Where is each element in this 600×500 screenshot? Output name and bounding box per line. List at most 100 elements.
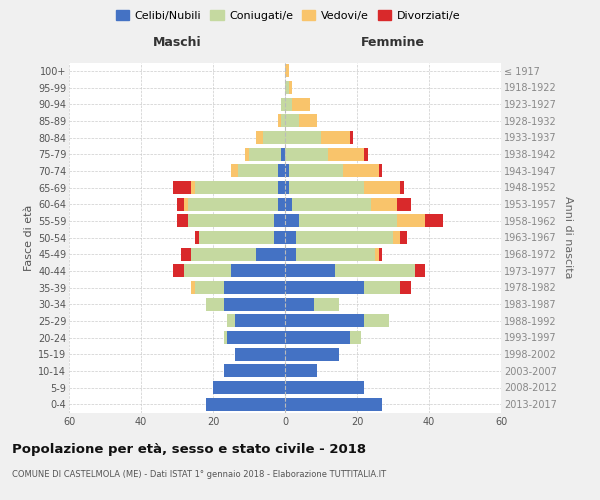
Bar xyxy=(281,114,285,128)
Bar xyxy=(393,231,400,244)
Bar xyxy=(285,164,289,177)
Bar xyxy=(195,231,199,244)
Bar xyxy=(328,148,364,160)
Bar xyxy=(281,98,285,110)
Bar xyxy=(184,198,188,210)
Bar xyxy=(375,248,379,260)
Text: COMUNE DI CASTELMOLA (ME) - Dati ISTAT 1° gennaio 2018 - Elaborazione TUTTITALIA: COMUNE DI CASTELMOLA (ME) - Dati ISTAT 1… xyxy=(12,470,386,479)
Bar xyxy=(314,298,339,310)
Bar xyxy=(184,264,231,278)
Bar xyxy=(285,314,364,328)
Bar xyxy=(364,181,400,194)
Bar xyxy=(213,381,285,394)
Bar xyxy=(224,364,285,378)
Bar xyxy=(285,348,339,360)
Bar xyxy=(285,281,364,294)
Bar xyxy=(206,398,285,410)
Bar xyxy=(400,281,411,294)
Bar xyxy=(278,198,285,210)
Bar xyxy=(173,181,191,194)
Bar xyxy=(285,131,321,144)
Y-axis label: Fasce di età: Fasce di età xyxy=(23,204,34,270)
Bar xyxy=(199,231,274,244)
Bar xyxy=(285,81,289,94)
Bar xyxy=(256,248,285,260)
Bar xyxy=(227,314,235,328)
Bar xyxy=(274,214,285,228)
Bar xyxy=(231,164,238,177)
Bar xyxy=(195,281,224,294)
Bar xyxy=(296,231,393,244)
Bar xyxy=(281,148,285,160)
Bar xyxy=(224,281,285,294)
Bar xyxy=(379,248,382,260)
Bar xyxy=(285,181,289,194)
Bar xyxy=(299,114,317,128)
Bar xyxy=(263,131,285,144)
Bar xyxy=(224,331,227,344)
Bar xyxy=(299,214,397,228)
Bar xyxy=(285,148,328,160)
Bar xyxy=(191,181,195,194)
Bar xyxy=(397,214,425,228)
Bar xyxy=(173,264,184,278)
Bar xyxy=(188,198,278,210)
Bar xyxy=(195,181,278,194)
Bar xyxy=(235,314,285,328)
Bar xyxy=(285,98,292,110)
Bar xyxy=(278,181,285,194)
Bar xyxy=(400,231,407,244)
Bar xyxy=(371,198,397,210)
Bar xyxy=(224,298,285,310)
Bar xyxy=(285,331,350,344)
Text: Maschi: Maschi xyxy=(152,36,202,49)
Bar xyxy=(379,164,382,177)
Bar xyxy=(285,64,289,78)
Bar xyxy=(177,198,184,210)
Bar xyxy=(285,364,317,378)
Bar xyxy=(188,214,274,228)
Bar xyxy=(321,131,350,144)
Bar xyxy=(278,164,285,177)
Bar xyxy=(292,198,371,210)
Bar xyxy=(364,314,389,328)
Bar xyxy=(285,264,335,278)
Bar xyxy=(231,264,285,278)
Bar xyxy=(285,214,299,228)
Bar xyxy=(364,281,400,294)
Bar xyxy=(343,164,379,177)
Bar xyxy=(415,264,425,278)
Bar xyxy=(235,348,285,360)
Bar xyxy=(227,331,285,344)
Bar xyxy=(289,164,343,177)
Bar xyxy=(274,231,285,244)
Bar xyxy=(285,381,364,394)
Bar xyxy=(425,214,443,228)
Bar xyxy=(289,81,292,94)
Bar xyxy=(206,298,224,310)
Bar xyxy=(285,248,296,260)
Bar xyxy=(256,131,263,144)
Bar xyxy=(191,281,195,294)
Text: Popolazione per età, sesso e stato civile - 2018: Popolazione per età, sesso e stato civil… xyxy=(12,442,366,456)
Bar xyxy=(245,148,249,160)
Bar xyxy=(296,248,375,260)
Bar xyxy=(278,114,281,128)
Bar xyxy=(285,398,382,410)
Bar xyxy=(335,264,415,278)
Bar xyxy=(177,214,188,228)
Y-axis label: Anni di nascita: Anni di nascita xyxy=(563,196,574,278)
Bar xyxy=(397,198,411,210)
Bar xyxy=(285,298,314,310)
Bar xyxy=(400,181,404,194)
Bar xyxy=(364,148,368,160)
Bar xyxy=(292,98,310,110)
Text: Femmine: Femmine xyxy=(361,36,425,49)
Bar xyxy=(285,114,299,128)
Bar xyxy=(350,131,353,144)
Bar xyxy=(285,231,296,244)
Bar xyxy=(285,198,292,210)
Legend: Celibi/Nubili, Coniugati/e, Vedovi/e, Divorziati/e: Celibi/Nubili, Coniugati/e, Vedovi/e, Di… xyxy=(113,8,463,24)
Bar xyxy=(289,181,364,194)
Bar xyxy=(181,248,191,260)
